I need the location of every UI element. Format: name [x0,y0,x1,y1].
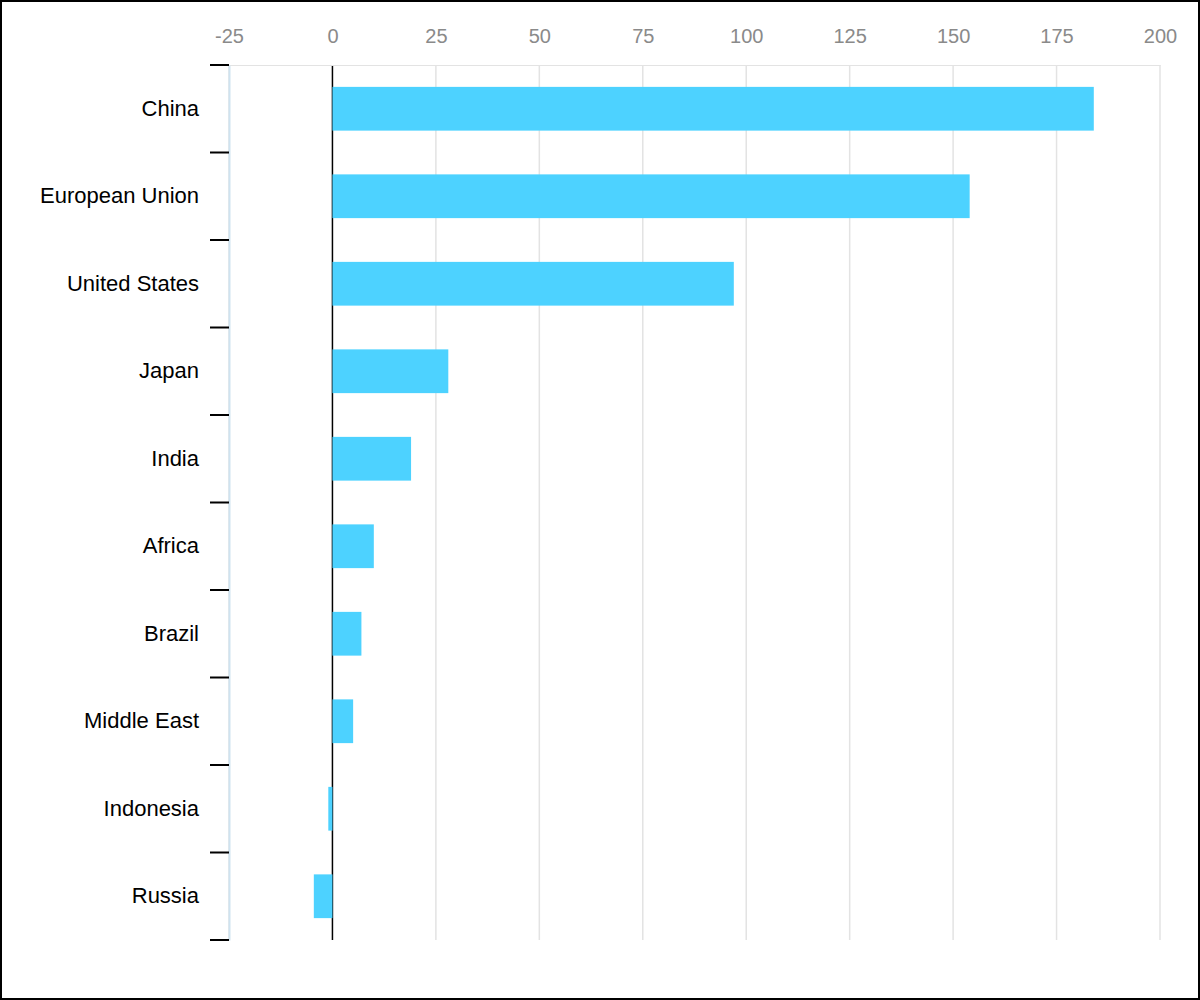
x-tick-label: 25 [425,25,447,47]
category-separator [210,327,229,329]
y-tick-label: United States [67,271,199,296]
x-tick: 200 [1144,25,1177,65]
x-tick-label: 200 [1144,25,1177,47]
bar [332,349,448,393]
y-axis: China European Union United States Japan Ind… [40,66,230,941]
category-separator [210,677,229,679]
x-tick: 100 [730,25,763,65]
y-tick-label: Brazil [144,621,199,646]
x-tick-label: 150 [937,25,970,47]
grid [229,65,1160,940]
bar [332,262,733,306]
bar [332,437,411,481]
bar [314,874,333,918]
category-separator [210,939,229,941]
category-separators [210,65,229,940]
y-tick-label: Japan [139,358,199,383]
grid-line [1056,65,1058,940]
x-tick: 125 [833,25,866,65]
category-separator [210,152,229,154]
x-axis: -25 0 25 50 75 100 125 150 175 200 [215,25,1177,66]
x-tick-label: -25 [215,25,244,47]
x-tick: 0 [327,25,338,65]
y-tick: Japan [139,358,229,383]
x-axis-line [230,65,1161,66]
grid-line [1159,65,1161,940]
y-tick: Middle East [84,708,229,733]
x-tick-label: 125 [833,25,866,47]
category-separator [210,414,229,416]
y-tick-label: India [151,446,199,471]
category-separator [210,852,229,854]
category-separator [210,589,229,591]
x-tick-label: 0 [327,25,338,47]
bar [332,699,353,743]
frame [1,1,1199,999]
bar [332,87,1093,131]
plot: -25 0 25 50 75 100 125 150 175 200 China European U… [40,25,1177,941]
y-tick: India [151,446,229,471]
y-tick: Indonesia [104,796,229,821]
y-tick-label: Indonesia [104,796,200,821]
y-tick: Russia [132,883,229,908]
x-tick: 75 [632,25,654,65]
bar [328,787,332,831]
category-separator [210,64,229,66]
category-separator [210,502,229,504]
y-tick: China [142,96,229,121]
bars [314,87,1094,918]
y-tick-label: European Union [40,183,199,208]
bar [332,174,969,218]
bar [332,612,361,656]
x-tick-label: 50 [529,25,551,47]
bar [332,524,373,568]
y-tick-label: China [142,96,200,121]
y-tick-label: Russia [132,883,200,908]
x-tick: 175 [1040,25,1073,65]
y-tick-label: Middle East [84,708,199,733]
y-tick: United States [67,271,229,296]
x-tick: 25 [425,25,447,65]
y-tick: European Union [40,183,229,208]
category-separator [210,239,229,241]
x-tick-label: 175 [1040,25,1073,47]
y-tick: Africa [143,533,229,558]
y-tick-label: Africa [143,533,200,558]
x-tick: 50 [529,25,551,65]
x-tick-label: 75 [632,25,654,47]
x-tick-label: 100 [730,25,763,47]
y-tick: Brazil [144,621,229,646]
category-separator [210,764,229,766]
x-tick: 150 [937,25,970,65]
chart: -25 0 25 50 75 100 125 150 175 200 China European U… [0,0,1200,1000]
x-tick: -25 [215,25,244,65]
